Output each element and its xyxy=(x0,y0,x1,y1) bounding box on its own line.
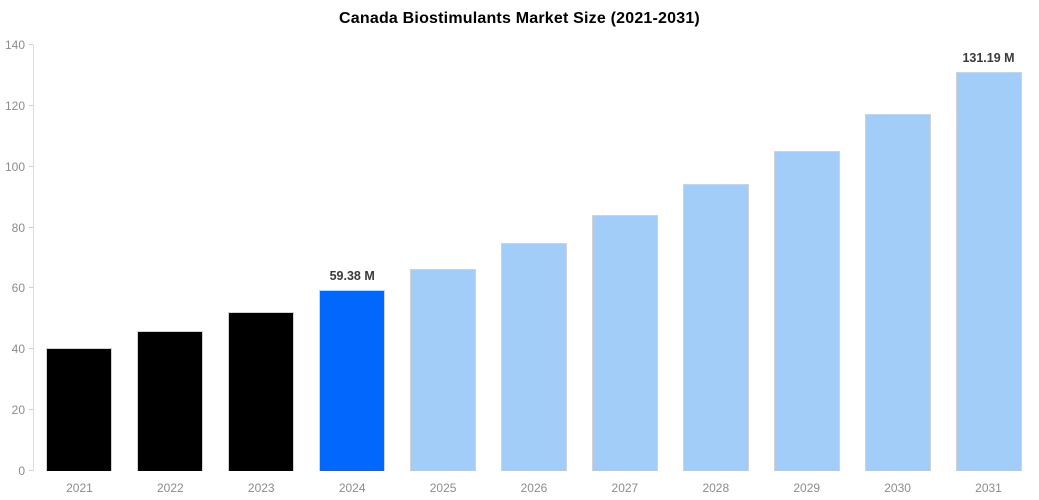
bar-2029 xyxy=(773,151,840,471)
y-tick-label-120: 120 xyxy=(4,98,25,113)
y-tick-mark-80 xyxy=(29,226,33,228)
bar-value-label-2031: 131.19 M xyxy=(962,50,1015,65)
bar-slot-2031: 131.19 M xyxy=(943,45,1034,471)
bar-slot-2021 xyxy=(34,45,125,471)
bar-2022 xyxy=(137,331,204,471)
x-tick-label-2029: 2029 xyxy=(793,481,821,495)
chart-title: Canada Biostimulants Market Size (2021-2… xyxy=(339,10,700,27)
bar-slot-2029 xyxy=(761,45,852,471)
bar-slot-2027 xyxy=(579,45,670,471)
y-tick-label-100: 100 xyxy=(4,159,25,174)
x-axis-labels: 2021 2022 2023 2024 2025 2026 2027 2028 2029 2030… xyxy=(34,481,1034,495)
x-tick-label-2023: 2023 xyxy=(247,481,275,495)
bar-slot-2022 xyxy=(125,45,216,471)
y-tick-label-140: 140 xyxy=(4,38,25,52)
x-tick-label-2021: 2021 xyxy=(66,481,93,495)
y-tick-mark-60 xyxy=(29,287,33,289)
bar-slot-2025 xyxy=(398,45,489,471)
bar-2027 xyxy=(591,214,658,471)
y-tick-mark-0 xyxy=(29,470,33,471)
x-tick-label-2022: 2022 xyxy=(157,481,184,495)
y-tick-mark-140 xyxy=(29,44,33,45)
bar-2025 xyxy=(410,268,477,471)
y-tick-label-20: 20 xyxy=(11,403,25,418)
x-tick-label-2026: 2026 xyxy=(520,481,548,495)
x-tick-label-2025: 2025 xyxy=(429,481,457,495)
y-tick-label-60: 60 xyxy=(11,281,25,296)
bar-2023 xyxy=(228,311,295,471)
x-tick-label-2028: 2028 xyxy=(702,481,730,495)
bar-slot-2030 xyxy=(852,45,943,471)
y-tick-mark-20 xyxy=(29,409,33,411)
y-tick-mark-40 xyxy=(29,348,33,350)
x-tick-label-2031: 2031 xyxy=(975,481,1002,495)
x-tick-label-2024: 2024 xyxy=(338,481,366,495)
y-tick-mark-100 xyxy=(29,165,33,167)
y-tick-mark-120 xyxy=(29,104,33,106)
bar-2031 xyxy=(955,71,1022,471)
y-tick-label-40: 40 xyxy=(11,342,25,357)
x-tick-label-2027: 2027 xyxy=(611,481,639,495)
bar-slot-2026 xyxy=(489,45,580,471)
bars-container: 59.38 M 131.19 M xyxy=(34,45,1034,471)
y-tick-label-0: 0 xyxy=(18,464,25,478)
bar-slot-2028 xyxy=(670,45,761,471)
plot-area: 59.38 M 131.19 M 2021 2022 2023 2024 2025 2026… xyxy=(5,38,1034,495)
bar-slot-2023 xyxy=(216,45,307,471)
bar-2021 xyxy=(46,348,113,471)
bar-2030 xyxy=(864,114,931,471)
bar-2026 xyxy=(500,243,567,471)
bar-value-label-2024: 59.38 M xyxy=(329,269,375,284)
bar-2024 xyxy=(319,290,386,471)
bar-2028 xyxy=(682,184,749,471)
x-tick-label-2030: 2030 xyxy=(884,481,911,495)
bar-slot-2024: 59.38 M xyxy=(307,45,398,471)
y-tick-label-80: 80 xyxy=(11,220,25,235)
